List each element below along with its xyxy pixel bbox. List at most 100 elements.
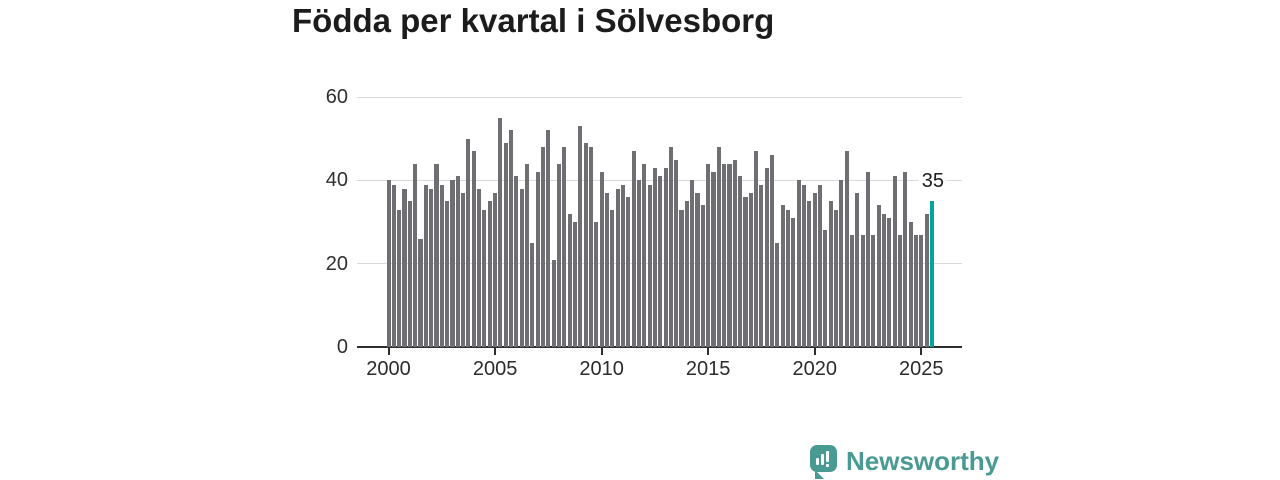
bar [626, 197, 631, 347]
bar [413, 163, 418, 347]
logo-exclamation-dot-icon [826, 464, 829, 467]
bar [594, 222, 599, 347]
bar [812, 192, 817, 347]
x-axis-tick-mark [387, 348, 390, 355]
bar [514, 176, 519, 347]
bar [849, 234, 855, 347]
x-axis-tick-label: 2000 [366, 358, 411, 380]
logo-exclamation-icon [826, 451, 829, 462]
bar [897, 234, 902, 347]
bar [759, 184, 764, 347]
bar [397, 209, 402, 347]
bar [743, 197, 748, 347]
bar [551, 259, 556, 347]
bar [610, 209, 615, 347]
bar [828, 201, 833, 347]
bar [477, 188, 482, 347]
bar [482, 209, 487, 347]
bar [562, 147, 567, 347]
bar [663, 167, 668, 347]
bar [487, 201, 492, 347]
bar [658, 176, 663, 347]
bar [567, 213, 572, 347]
bar [519, 188, 524, 347]
bar [546, 130, 551, 347]
bar [802, 184, 807, 347]
bar [764, 167, 769, 347]
bar [509, 130, 514, 347]
bar [445, 201, 450, 347]
bar [791, 217, 796, 347]
bar [860, 234, 865, 347]
bar [461, 192, 466, 347]
bar [833, 209, 839, 347]
x-axis-tick-label: 2025 [899, 358, 944, 380]
y-axis-tick-label: 0 [336, 336, 348, 358]
bar [780, 205, 785, 347]
x-axis-line [357, 346, 962, 348]
bar [684, 201, 689, 347]
x-axis-tick-mark [707, 348, 710, 355]
bar [706, 163, 711, 347]
bar [711, 172, 716, 347]
bar [727, 163, 732, 347]
bar [770, 155, 775, 347]
bar [429, 188, 434, 347]
bar [876, 205, 881, 347]
bar [892, 176, 897, 347]
bar [407, 201, 412, 347]
gridline [357, 96, 962, 98]
bar [578, 126, 583, 347]
bar [423, 184, 428, 347]
bar [615, 188, 620, 347]
bar [455, 176, 460, 347]
bar [636, 180, 641, 347]
bar [652, 167, 657, 347]
bar [807, 201, 812, 347]
highlighted-bar [929, 201, 934, 347]
bar [732, 159, 737, 347]
bar [738, 176, 743, 347]
bar [839, 180, 844, 347]
bar [535, 172, 540, 347]
bar [690, 180, 695, 347]
highlight-value-label: 35 [918, 169, 948, 193]
bar [604, 192, 609, 347]
y-axis-tick-label: 60 [325, 86, 348, 108]
bar [471, 151, 476, 347]
bar [887, 217, 892, 347]
bar [695, 192, 700, 347]
bar [716, 147, 721, 347]
bar [668, 147, 673, 347]
x-axis-tick-mark [813, 348, 816, 355]
bar [722, 163, 727, 347]
bar [540, 147, 546, 347]
bar [775, 242, 780, 347]
bar [599, 172, 604, 347]
bar [572, 222, 578, 347]
logo-bar-icon [816, 458, 819, 465]
bar [620, 184, 625, 347]
logo-tail [815, 470, 824, 479]
newsworthy-logo[interactable]: Newsworthy [810, 444, 999, 480]
bar [642, 163, 647, 347]
bar [402, 188, 407, 347]
logo-bar-icon [821, 454, 824, 465]
bar [530, 242, 535, 347]
x-axis-tick-label: 2005 [472, 358, 518, 380]
bar [796, 180, 801, 347]
x-axis-tick-mark [920, 348, 923, 355]
bar [908, 222, 913, 347]
bar [919, 234, 924, 347]
bar [631, 151, 636, 347]
bar [525, 163, 530, 347]
bar [754, 151, 759, 347]
bar [865, 172, 871, 347]
y-axis-tick-label: 40 [325, 169, 348, 192]
bar [588, 147, 594, 347]
bar [817, 184, 823, 347]
bar [844, 151, 849, 347]
bar [647, 184, 652, 347]
x-axis-tick-label: 2015 [685, 358, 731, 380]
